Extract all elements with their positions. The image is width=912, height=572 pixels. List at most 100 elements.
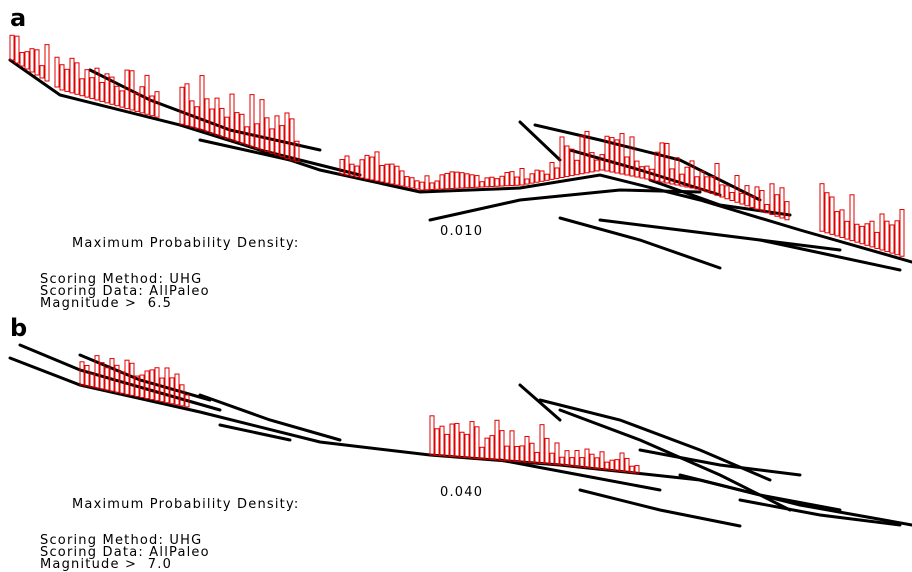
probability-bar [599,451,605,470]
probability-bar [634,160,640,178]
probability-bar [579,135,585,175]
probability-bar [759,190,765,212]
probability-bar [119,90,125,108]
probability-bar [189,100,195,128]
density-label: Maximum Probability Density: [72,497,300,512]
probability-bar [239,113,245,144]
probability-bar [864,223,870,246]
probability-bar [359,159,365,179]
probability-bar [834,211,840,237]
probability-bar [139,86,145,114]
probability-bar [874,231,880,249]
probability-bar [674,157,680,186]
fault-trace [218,423,292,442]
panel-a: a Maximum Probability Density: 0.010 Sco… [8,4,912,310]
probability-bar [39,65,45,79]
probability-bar [269,128,275,154]
method-line: Scoring Method: UHG [40,272,203,287]
probability-bar [489,176,495,187]
probability-bar [629,136,635,177]
probability-bar [34,49,40,76]
probability-bar [614,139,620,174]
probability-bar [724,185,730,200]
probability-bar [719,184,725,198]
probability-bar [524,435,530,463]
data-line: Scoring Data: AllPaleo [40,545,210,560]
magnitude-line: Magnitude > 7.0 [40,557,173,572]
probability-bar [164,367,170,404]
probability-bar [559,456,565,466]
probability-bar [519,168,525,186]
probability-bar [744,185,750,207]
probability-bar [854,223,860,243]
probability-bar [364,154,370,180]
probability-bar [879,213,885,251]
probability-bar [459,172,465,189]
probability-bar [79,361,85,386]
probability-bar [84,69,90,98]
probability-bar [474,426,480,459]
probability-bar [689,160,695,189]
probability-bar [534,451,540,464]
probability-bar [624,156,630,176]
panel-letter: a [10,4,27,32]
probability-bar [554,442,560,466]
probability-bar [569,457,575,467]
fault-trace [198,138,292,162]
probability-bar [144,74,150,115]
probability-bar [219,107,225,138]
probability-bar [124,69,130,110]
probability-bar [254,123,260,149]
probability-bar [154,367,160,402]
probability-bar [464,433,470,459]
fault-trace [758,238,902,272]
probability-bar [114,364,120,393]
probability-bar [544,437,550,465]
probability-bar [624,457,630,473]
probability-bar [24,51,30,70]
probability-bar [754,186,760,210]
probability-bar [289,118,295,161]
probability-bar [89,77,95,100]
probability-bar [149,369,155,401]
probability-bar [589,453,595,469]
probability-bar [709,176,715,194]
probability-bar [574,159,580,176]
probability-bar [514,445,520,463]
probability-bar [434,180,440,190]
probability-bar [214,97,220,136]
magnitude-line: Magnitude > 6.5 [40,296,173,311]
probability-bar [549,161,555,180]
probability-bar [514,176,520,186]
probability-bar [174,373,180,406]
density-value: 0.040 [440,485,484,500]
probability-bar [694,176,700,190]
probability-bar [414,180,420,190]
probability-bar [604,135,610,172]
probability-bar [379,165,385,183]
probability-bar [824,192,830,234]
probability-bar [439,425,445,457]
probability-bar [14,35,20,64]
probability-bar [764,203,770,214]
probability-bar [779,187,785,219]
probability-bar [409,177,415,189]
probability-bar [429,182,435,190]
probability-bar [59,64,65,91]
probability-bar [494,419,500,461]
probability-bar [634,465,640,474]
probability-bar [894,220,900,256]
fault-trace [428,188,702,222]
probability-bar [699,170,705,191]
probability-bar [249,94,255,148]
probability-bar [584,448,590,469]
probability-bar [154,91,160,118]
probability-bar [479,181,485,188]
fault-trace [578,488,742,528]
fault-trace [678,473,842,512]
probability-bar [84,365,90,387]
probability-bar [124,359,130,395]
fault-trace [648,178,792,217]
fault-trace [558,216,722,270]
probability-bar [669,168,675,185]
